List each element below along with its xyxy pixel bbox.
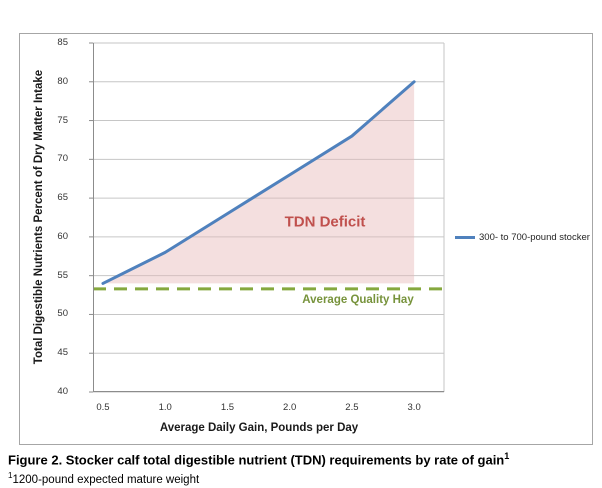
x-tick-label: 2.5 [345, 402, 359, 413]
plot-area [89, 42, 445, 393]
stocker-tdn-line [101, 80, 416, 285]
y-tick-label: 50 [57, 308, 68, 320]
y-tick-label: 60 [57, 230, 68, 242]
legend-label: 300- to 700-pound stocker [479, 232, 590, 243]
y-axis-title: Total Digestible Nutrients Percent of Dr… [33, 69, 45, 365]
x-tick-label: 0.5 [96, 402, 110, 413]
y-tick-label: 85 [57, 37, 68, 48]
legend-line-swatch [455, 236, 475, 239]
average-quality-hay-annotation: Average Quality Hay [302, 294, 414, 306]
tdn-deficit-annotation: TDN Deficit [284, 213, 366, 231]
y-tick-label: 80 [57, 75, 68, 87]
footnote-superscript: 1 [8, 471, 13, 481]
y-tick-label: 70 [57, 153, 68, 165]
x-axis-title: Average Daily Gain, Pounds per Day [159, 422, 359, 434]
figure-caption: Figure 2. Stocker calf total digestible … [8, 448, 596, 488]
figure-caption-text: Figure 2. Stocker calf total digestible … [8, 452, 505, 468]
y-tick-label: 75 [57, 114, 68, 126]
x-tick-label: 3.0 [407, 402, 421, 413]
y-tick-label: 55 [57, 269, 68, 281]
figure-caption-footnote: 11200-pound expected mature weight [8, 468, 596, 488]
figure-caption-title: Figure 2. Stocker calf total digestible … [8, 448, 596, 468]
x-tick-label: 1.5 [220, 402, 235, 413]
y-tick-label: 40 [57, 386, 68, 397]
figure-caption-superscript: 1 [504, 451, 510, 461]
y-tick-label: 65 [57, 192, 68, 204]
x-tick-label: 2.0 [283, 402, 297, 413]
x-tick-label: 1.0 [158, 402, 172, 413]
footnote-text: 1200-pound expected mature weight [12, 474, 200, 487]
tdn-deficit-area [102, 81, 415, 284]
figure-chart [19, 33, 593, 445]
y-tick-label: 45 [57, 347, 68, 359]
legend: 300- to 700-pound stocker [455, 232, 590, 243]
